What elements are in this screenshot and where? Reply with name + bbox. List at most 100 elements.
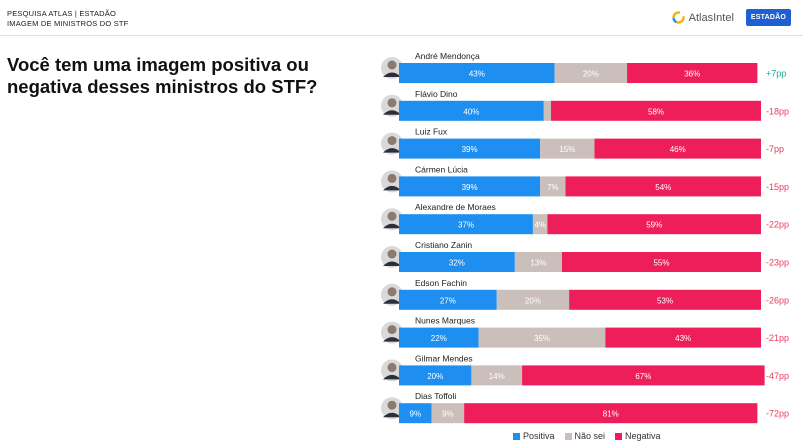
- data-label-positiva: 27%: [440, 296, 456, 305]
- minister-name: Cristiano Zanin: [415, 240, 472, 250]
- row-luiz-fux: Luiz Fux 39% 15% 46% -7pp: [381, 127, 784, 159]
- header-source: PESQUISA ATLAS | ESTADÃO IMAGEM DE MINIS…: [7, 9, 128, 29]
- avatar-body: [383, 261, 401, 266]
- chart-legend: Positiva Não sei Negativa: [513, 431, 661, 441]
- row-flavio-dino: Flávio Dino 40% 58% -18pp: [381, 89, 789, 121]
- data-label-positiva: 9%: [410, 410, 422, 419]
- bar-nao-sei: [496, 289, 570, 310]
- row-edson-fachin: Edson Fachin 27% 20% 53% -26pp: [381, 278, 789, 310]
- avatar-nunes-marques: [381, 321, 403, 344]
- legend-item-positiva: Positiva: [513, 431, 555, 441]
- atlasintel-logo: AtlasIntel: [671, 11, 734, 24]
- net-score: -15pp: [766, 182, 789, 192]
- data-label-negativa: 46%: [670, 145, 686, 154]
- legend-item-negativa: Negativa: [615, 431, 661, 441]
- avatar-head: [387, 325, 397, 335]
- bar-negativa: [605, 327, 761, 348]
- data-label-nao-sei: 20%: [525, 296, 541, 305]
- bar-nao-sei: [471, 365, 523, 386]
- data-label-negativa: 67%: [635, 372, 651, 381]
- data-label-nao-sei: 20%: [583, 70, 599, 79]
- net-score: -47pp: [766, 371, 789, 381]
- legend-swatch-positiva: [513, 432, 520, 440]
- avatar-head: [387, 211, 397, 221]
- avatar-body: [383, 299, 401, 304]
- avatar-gilmar-mendes: [381, 359, 403, 382]
- bar-negativa: [594, 138, 761, 159]
- row-alexandre-de-moraes: Alexandre de Moraes 37% 4% 59% -22pp: [381, 202, 789, 235]
- data-label-negativa: 53%: [657, 296, 673, 305]
- minister-name: Flávio Dino: [415, 89, 458, 99]
- net-score: -23pp: [766, 258, 789, 268]
- avatar-head: [387, 98, 397, 108]
- bar-nao-sei: [554, 63, 628, 83]
- legend-swatch-nao-sei: [564, 432, 572, 440]
- minister-name: Luiz Fux: [415, 127, 448, 137]
- data-label-positiva: 39%: [462, 183, 478, 192]
- data-label-negativa: 36%: [684, 70, 700, 79]
- avatar-flavio-dino: [381, 94, 403, 117]
- data-label-negativa: 58%: [648, 107, 664, 116]
- minister-name: Nunes Marques: [415, 316, 475, 326]
- minister-name: Dias Toffoli: [415, 391, 456, 401]
- bar-nao-sei: [514, 252, 562, 272]
- estadao-logo: ESTADÃO: [745, 9, 791, 26]
- avatar-body: [383, 374, 401, 380]
- atlasintel-logo-text: AtlasIntel: [688, 11, 734, 24]
- data-label-nao-sei: 7%: [547, 183, 559, 192]
- data-label-positiva: 40%: [463, 107, 479, 116]
- data-label-nao-sei: 15%: [559, 145, 575, 154]
- bar-negativa: [627, 63, 758, 83]
- data-label-negativa: 59%: [646, 221, 662, 230]
- data-label-nao-sei: 13%: [530, 259, 546, 268]
- data-label-positiva: 22%: [431, 334, 447, 343]
- brand-logos: AtlasIntel ESTADÃO: [671, 9, 791, 26]
- bar-nao-sei: [540, 176, 566, 197]
- avatar-body: [383, 110, 401, 115]
- legend-label-negativa: Negativa: [625, 431, 661, 441]
- bar-negativa: [565, 176, 761, 197]
- row-dias-toffoli: Dias Toffoli 9% 9% 81% -72pp: [381, 391, 789, 424]
- bar-negativa: [561, 252, 761, 272]
- bar-nao-sei: [540, 138, 595, 159]
- bar-negativa: [522, 365, 765, 386]
- avatar-head: [387, 400, 397, 410]
- data-label-negativa: 54%: [655, 183, 671, 192]
- chart-title: Você tem uma imagem positiva ou negativa…: [7, 54, 318, 97]
- avatar-body: [383, 412, 401, 418]
- legend-item-nao-sei: Não sei: [564, 431, 606, 441]
- avatar-body: [383, 223, 401, 229]
- row-nunes-marques: Nunes Marques 22% 35% 43% -21pp: [381, 316, 789, 348]
- bar-positiva: [399, 176, 541, 197]
- avatar-head: [387, 60, 397, 70]
- data-label-nao-sei: 14%: [489, 372, 505, 381]
- row-cristiano-zanin: Cristiano Zanin 32% 13% 55% -23pp: [381, 240, 789, 272]
- legend-label-nao-sei: Não sei: [574, 431, 606, 441]
- bar-nao-sei: [532, 214, 548, 235]
- data-label-negativa: 81%: [603, 410, 619, 419]
- minister-name: Edson Fachin: [415, 278, 467, 288]
- data-label-nao-sei: 9%: [442, 410, 454, 419]
- avatar-dias-toffoli: [381, 397, 403, 420]
- bar-negativa: [551, 100, 761, 121]
- avatar-body: [383, 185, 401, 191]
- avatar-edson-fachin: [381, 283, 403, 306]
- estadao-logo-text: ESTADÃO: [750, 14, 786, 21]
- data-label-positiva: 20%: [427, 372, 443, 381]
- net-score: -72pp: [766, 409, 789, 419]
- atlasintel-mark-icon: [671, 11, 685, 24]
- avatar-andre-mendonca: [381, 57, 403, 79]
- avatar-head: [387, 362, 397, 372]
- net-score: -22pp: [766, 220, 789, 230]
- avatar-body: [383, 337, 401, 342]
- row-gilmar-mendes: Gilmar Mendes 20% 14% 67% -47pp: [381, 353, 789, 386]
- avatar-head: [387, 136, 397, 146]
- data-label-negativa: 55%: [653, 259, 669, 268]
- data-label-nao-sei: 35%: [534, 334, 550, 343]
- data-label-positiva: 39%: [462, 145, 478, 154]
- bar-positiva: [399, 365, 472, 386]
- header-divider: [0, 35, 803, 36]
- bar-positiva: [399, 63, 555, 83]
- bar-nao-sei: [431, 403, 465, 424]
